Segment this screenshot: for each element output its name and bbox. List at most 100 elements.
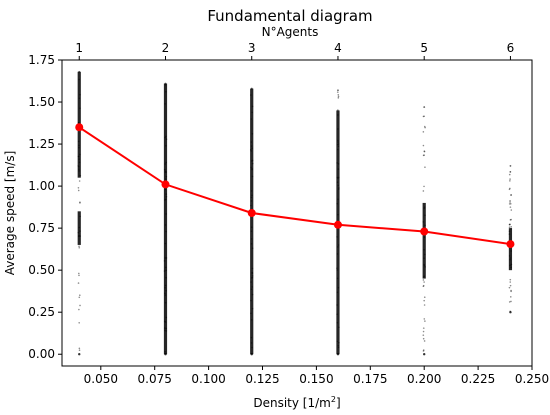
scatter-point (78, 146, 80, 149)
scatter-point (423, 115, 425, 118)
scatter-point (79, 107, 81, 109)
scatter-point (164, 294, 167, 296)
scatter-point (78, 235, 80, 237)
top-tick-label: 1 (75, 41, 83, 55)
top-tick-label: 4 (334, 41, 342, 55)
average-speed-marker (506, 240, 515, 249)
scatter-point (164, 199, 166, 201)
scatter-point (164, 188, 167, 191)
scatter-point (164, 351, 166, 353)
scatter-point (422, 327, 425, 329)
scatter-point (336, 253, 339, 255)
scatter-point (509, 296, 512, 298)
scatter-point (77, 121, 80, 124)
scatter-point (337, 177, 339, 179)
scatter-point (251, 247, 254, 250)
y-axis-label: Average speed [m/s] (3, 151, 17, 276)
scatter-point (165, 145, 167, 147)
scatter-point (78, 170, 80, 172)
average-speed-marker (75, 123, 84, 132)
scatter-point (509, 202, 512, 205)
scatter-point (423, 275, 425, 277)
x-axis-label-text: Density [1/m (253, 396, 330, 410)
scatter-point (165, 269, 168, 272)
x-axis-label-end: ] (336, 396, 341, 410)
scatter-point (164, 301, 167, 304)
scatter-point (337, 168, 340, 170)
scatter-point (509, 219, 512, 221)
scatter-point (78, 161, 81, 164)
scatter-point (164, 170, 167, 172)
x-tick-label: 0.050 (84, 372, 118, 386)
scatter-point (337, 213, 339, 216)
scatter-point (337, 145, 340, 148)
scatter-point (509, 187, 511, 190)
scatter-point (336, 143, 339, 146)
scatter-point (79, 215, 81, 218)
scatter-point (510, 225, 513, 228)
scatter-point (77, 155, 80, 158)
scatter-point (336, 321, 339, 324)
scatter-point (509, 264, 511, 267)
scatter-point (423, 206, 426, 208)
scatter-point (422, 285, 425, 288)
scatter-point (250, 230, 253, 233)
scatter-point (78, 272, 80, 275)
scatter-point (508, 255, 511, 257)
scatter-point (249, 94, 252, 96)
scatter-point (250, 204, 252, 207)
scatter-point (423, 154, 425, 156)
scatter-point (422, 279, 425, 281)
scatter-point (510, 218, 512, 221)
scatter-point (79, 93, 81, 96)
scatter-point (424, 253, 426, 256)
scatter-point (78, 158, 80, 160)
scatter-point (249, 149, 252, 151)
scatter-point (165, 171, 168, 173)
x-tick-label: 0.150 (299, 372, 333, 386)
scatter-point (423, 257, 425, 259)
scatter-point (163, 270, 166, 272)
scatter-point (251, 275, 254, 277)
scatter-point (165, 289, 167, 292)
x-tick-label: 0.175 (353, 372, 387, 386)
scatter-point (509, 165, 512, 167)
scatter-point (510, 289, 512, 292)
scatter-point (423, 353, 426, 356)
scatter-point (250, 141, 253, 143)
scatter-point (165, 266, 167, 269)
scatter-point (164, 257, 167, 259)
scatter-point (509, 180, 511, 182)
scatter-point (251, 271, 254, 274)
scatter-point (336, 181, 339, 184)
scatter-point (78, 180, 81, 182)
scatter-point (336, 267, 338, 269)
scatter-point (337, 89, 339, 92)
scatter-point (508, 223, 511, 226)
x-axis-label-superscript: 2 (331, 395, 336, 404)
scatter-point (165, 135, 167, 138)
scatter-point (424, 166, 426, 168)
scatter-point (77, 282, 80, 284)
y-tick-label: 0.00 (28, 347, 55, 361)
scatter-point (164, 329, 166, 332)
scatter-point (79, 294, 81, 297)
scatter-point (78, 168, 80, 170)
scatter-point (424, 266, 426, 268)
scatter-point (424, 224, 426, 227)
scatter-dense-band (422, 202, 426, 279)
scatter-point (422, 115, 425, 118)
scatter-point (509, 201, 511, 203)
scatter-point (164, 242, 167, 245)
scatter-point (164, 286, 166, 289)
scatter-point (422, 190, 425, 192)
scatter-point (423, 304, 426, 306)
scatter-point (78, 165, 80, 168)
scatter-point (510, 209, 513, 211)
scatter-point (337, 141, 339, 143)
scatter-point (164, 171, 167, 174)
scatter-point (336, 176, 339, 179)
y-tick-label: 0.50 (28, 263, 55, 277)
